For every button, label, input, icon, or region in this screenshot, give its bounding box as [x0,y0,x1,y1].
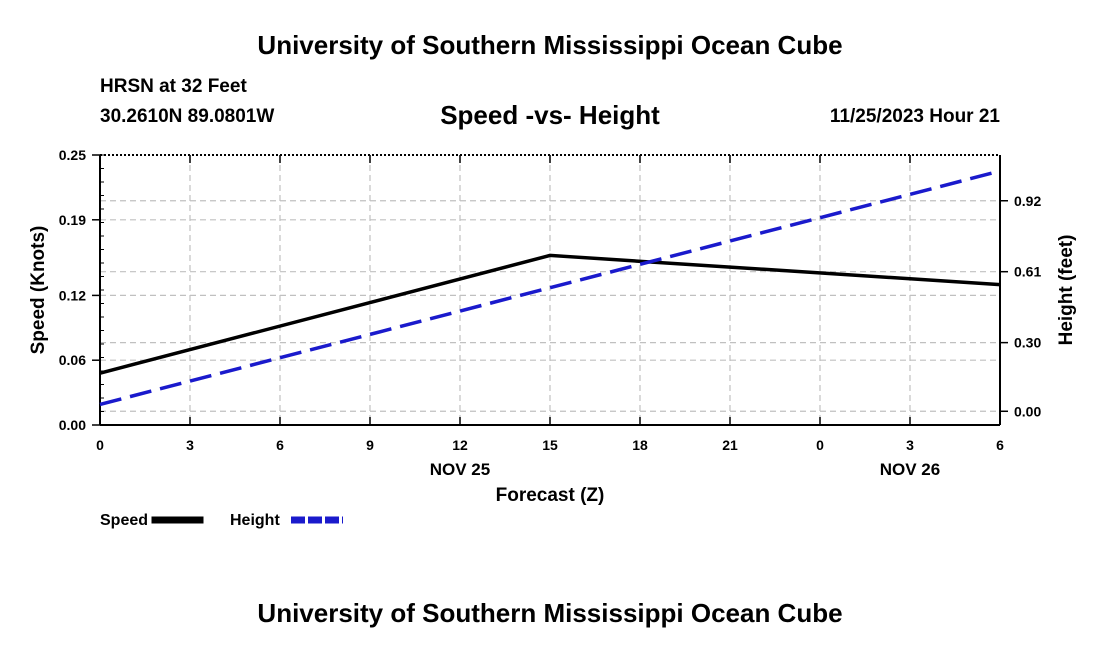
y-tick-label: 0.06 [59,352,86,368]
footer-title: University of Southern Mississippi Ocean… [257,598,843,628]
x-tick-label: 18 [632,437,648,453]
y-tick-label: 0.25 [59,147,86,163]
x-tick-label: 12 [452,437,468,453]
date-label: NOV 25 [430,460,490,479]
x-tick-label: 9 [366,437,374,453]
station-coordinates: 30.2610N 89.0801W [100,106,275,127]
y-tick-label: 0.19 [59,212,86,228]
y-axis-title: Speed (Knots) [28,226,49,355]
forecast-date: 11/25/2023 Hour 21 [829,106,1000,127]
legend-label-height: Height [230,512,280,529]
x-tick-label: 3 [186,437,194,453]
station-label: HRSN at 32 Feet [100,76,247,97]
x-axis-title: Forecast (Z) [496,485,605,506]
x-tick-label: 15 [542,437,558,453]
x-tick-label: 0 [816,437,824,453]
x-tick-label: 0 [96,437,104,453]
page-title: University of Southern Mississippi Ocean… [257,30,843,60]
x-tick-label: 3 [906,437,914,453]
x-tick-label: 6 [276,437,284,453]
y-tick-label: 0.12 [59,287,86,303]
y2-axis-title: Height (feet) [1056,235,1077,346]
date-label: NOV 26 [880,460,940,479]
legend-label-speed: Speed [100,512,148,529]
y2-tick-label: 0.00 [1014,403,1041,419]
y2-tick-label: 0.61 [1014,264,1041,280]
series-line-speed [99,253,1001,375]
y2-tick-label: 0.30 [1014,335,1041,351]
y2-tick-label: 0.92 [1014,193,1041,209]
y-tick-label: 0.00 [59,417,86,433]
x-tick-label: 21 [722,437,738,453]
x-tick-label: 6 [996,437,1004,453]
chart-title: Speed -vs- Height [440,100,660,130]
